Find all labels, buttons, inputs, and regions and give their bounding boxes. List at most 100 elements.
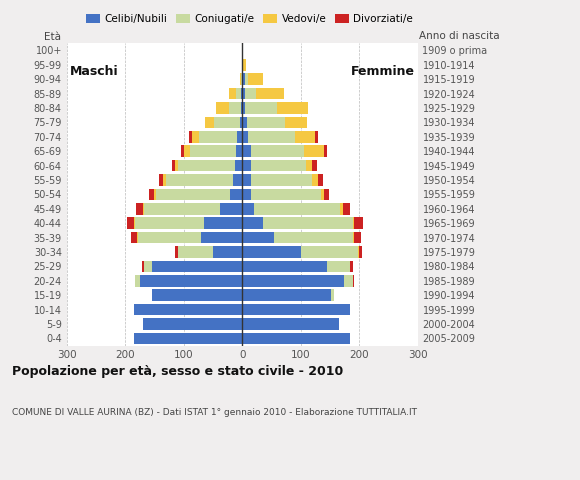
Bar xyxy=(321,189,324,200)
Bar xyxy=(233,174,242,186)
Bar xyxy=(242,232,274,243)
Bar xyxy=(235,160,242,171)
Text: Anno di nascita: Anno di nascita xyxy=(419,31,499,41)
Bar xyxy=(353,275,354,287)
Bar xyxy=(131,232,137,243)
Bar xyxy=(248,131,295,143)
Bar xyxy=(151,289,242,301)
Bar xyxy=(241,73,242,85)
Bar xyxy=(140,275,242,287)
Bar xyxy=(358,246,359,258)
Bar xyxy=(242,73,245,85)
Legend: Celibi/Nubili, Coniugati/e, Vedovi/e, Divorziati/e: Celibi/Nubili, Coniugati/e, Vedovi/e, Di… xyxy=(82,10,417,28)
Bar xyxy=(242,289,331,301)
Bar xyxy=(204,217,242,229)
Bar xyxy=(216,102,229,114)
Bar xyxy=(236,145,242,157)
Bar xyxy=(142,261,144,272)
Bar xyxy=(244,59,246,71)
Bar xyxy=(254,203,340,215)
Bar xyxy=(359,246,362,258)
Bar xyxy=(251,174,312,186)
Bar xyxy=(230,189,242,200)
Bar xyxy=(331,289,334,301)
Bar xyxy=(350,261,353,272)
Bar xyxy=(245,88,256,99)
Bar xyxy=(242,333,350,344)
Bar xyxy=(240,117,242,128)
Bar xyxy=(143,203,144,215)
Bar xyxy=(237,131,242,143)
Bar xyxy=(189,131,192,143)
Bar xyxy=(245,73,248,85)
Bar xyxy=(242,117,247,128)
Bar xyxy=(134,333,242,344)
Bar xyxy=(242,318,339,330)
Bar xyxy=(135,217,204,229)
Bar xyxy=(135,275,140,287)
Bar xyxy=(151,261,242,272)
Bar xyxy=(154,189,155,200)
Bar xyxy=(241,102,242,114)
Bar xyxy=(242,275,345,287)
Bar xyxy=(285,117,307,128)
Bar xyxy=(220,203,242,215)
Bar xyxy=(136,203,143,215)
Bar xyxy=(229,102,241,114)
Bar xyxy=(318,174,323,186)
Bar xyxy=(148,189,154,200)
Bar xyxy=(242,189,251,200)
Bar xyxy=(242,131,248,143)
Bar xyxy=(245,102,277,114)
Text: COMUNE DI VALLE AURINA (BZ) - Dati ISTAT 1° gennaio 2010 - Elaborazione TUTTITAL: COMUNE DI VALLE AURINA (BZ) - Dati ISTAT… xyxy=(12,408,416,417)
Bar xyxy=(143,318,242,330)
Bar xyxy=(175,160,178,171)
Bar xyxy=(274,232,353,243)
Bar xyxy=(242,246,300,258)
Bar xyxy=(137,232,138,243)
Bar xyxy=(354,217,363,229)
Bar xyxy=(242,160,251,171)
Bar xyxy=(134,217,135,229)
Bar xyxy=(247,117,285,128)
Bar xyxy=(199,131,237,143)
Bar xyxy=(192,131,199,143)
Bar xyxy=(242,59,244,71)
Bar xyxy=(303,145,324,157)
Bar xyxy=(242,203,254,215)
Bar xyxy=(242,102,245,114)
Bar xyxy=(251,145,303,157)
Bar xyxy=(201,232,242,243)
Bar xyxy=(324,189,329,200)
Bar xyxy=(295,131,316,143)
Bar xyxy=(242,304,350,315)
Bar xyxy=(155,189,230,200)
Bar xyxy=(242,145,251,157)
Bar xyxy=(172,160,175,171)
Bar xyxy=(229,88,236,99)
Bar xyxy=(236,88,241,99)
Bar xyxy=(242,88,245,99)
Bar xyxy=(190,145,236,157)
Bar xyxy=(158,174,163,186)
Bar xyxy=(300,246,358,258)
Bar xyxy=(263,217,353,229)
Bar xyxy=(327,261,350,272)
Bar xyxy=(181,145,184,157)
Bar xyxy=(340,203,343,215)
Bar xyxy=(205,117,214,128)
Bar xyxy=(353,232,354,243)
Text: Maschi: Maschi xyxy=(70,65,118,78)
Bar xyxy=(312,174,318,186)
Bar xyxy=(166,174,233,186)
Bar xyxy=(242,261,327,272)
Bar xyxy=(248,73,263,85)
Bar xyxy=(175,246,178,258)
Bar xyxy=(241,88,242,99)
Bar xyxy=(251,189,321,200)
Text: Popolazione per età, sesso e stato civile - 2010: Popolazione per età, sesso e stato civil… xyxy=(12,365,343,378)
Bar xyxy=(144,203,220,215)
Bar xyxy=(316,131,318,143)
Bar xyxy=(127,217,134,229)
Bar xyxy=(251,160,306,171)
